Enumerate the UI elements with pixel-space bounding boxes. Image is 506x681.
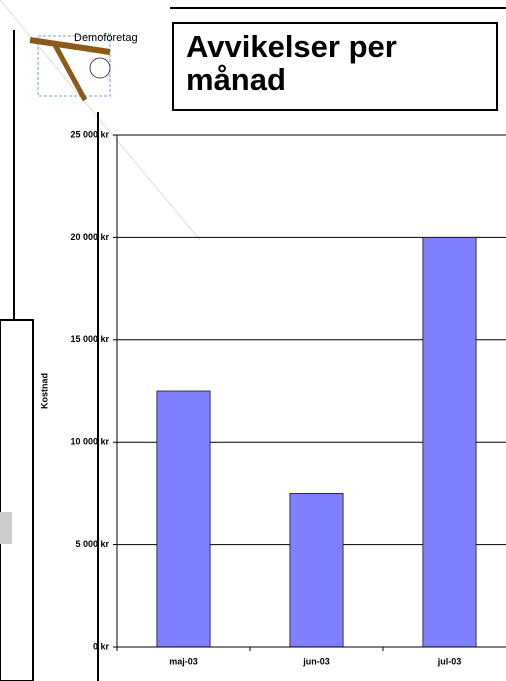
bar bbox=[289, 493, 344, 648]
x-tick-label: maj-03 bbox=[169, 656, 198, 666]
bar bbox=[156, 390, 211, 648]
x-tick-label: jul-03 bbox=[437, 656, 462, 666]
sheet-selection bbox=[0, 512, 12, 544]
logo-text: Demoföretag bbox=[74, 32, 138, 44]
y-tick-label: 0 kr bbox=[93, 641, 110, 651]
chart-title: Avvikelser per månad bbox=[172, 22, 498, 111]
logo-ruler bbox=[52, 43, 88, 102]
logo-compass bbox=[89, 57, 111, 79]
logo-ruler bbox=[29, 37, 111, 55]
x-tick-label: jun-03 bbox=[302, 656, 330, 666]
y-tick-label: 5 000 kr bbox=[75, 539, 109, 549]
y-tick-label: 25 000 kr bbox=[70, 129, 109, 139]
bar bbox=[422, 237, 477, 648]
y-tick-label: 10 000 kr bbox=[70, 437, 109, 447]
y-tick-label: 20 000 kr bbox=[70, 232, 109, 242]
logo: Demoföretag bbox=[29, 32, 138, 102]
y-axis-label: Kostnad bbox=[39, 373, 49, 409]
y-tick-label: 15 000 kr bbox=[70, 334, 109, 344]
sheet-panel bbox=[0, 319, 34, 681]
